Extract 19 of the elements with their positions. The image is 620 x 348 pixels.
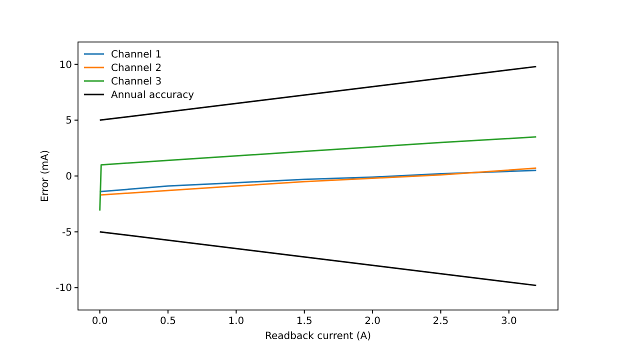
legend-label: Annual accuracy	[111, 90, 194, 101]
x-tick-label: 3.0	[500, 316, 517, 327]
legend-label: Channel 2	[111, 63, 162, 74]
y-tick-label: -10	[56, 283, 72, 294]
x-tick-label: 0.5	[160, 316, 176, 327]
x-tick-label: 2.0	[364, 316, 380, 327]
legend-label: Channel 1	[111, 50, 162, 60]
x-tick-label: 1.0	[228, 316, 244, 327]
y-tick-label: 10	[59, 60, 72, 71]
x-axis-title: Readback current (A)	[265, 331, 372, 342]
x-tick-label: 0.0	[92, 316, 108, 327]
y-axis-title: Error (mA)	[40, 150, 51, 202]
legend-label: Channel 3	[111, 76, 162, 88]
y-tick-label: -5	[62, 227, 72, 238]
x-tick-label: 1.5	[296, 316, 312, 327]
line-series	[99, 136, 537, 212]
y-tick-label: 0	[66, 172, 72, 182]
x-tick-label: 2.5	[432, 316, 449, 327]
y-tick-label: 5	[66, 116, 72, 127]
